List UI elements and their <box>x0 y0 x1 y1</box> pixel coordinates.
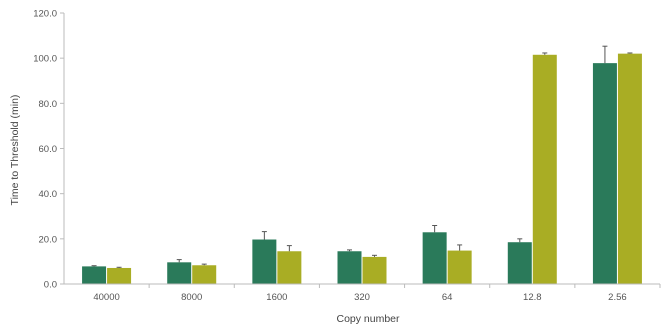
bar <box>422 232 447 284</box>
bar <box>592 63 617 285</box>
y-tick-label: 80.0 <box>39 99 58 110</box>
y-tick-label: 40.0 <box>39 189 58 200</box>
bar <box>277 251 302 284</box>
x-tick-label: 320 <box>354 292 370 303</box>
bar <box>507 242 532 284</box>
y-tick-label: 100.0 <box>33 54 57 65</box>
bar <box>447 250 472 284</box>
y-tick-label: 0.0 <box>44 280 57 291</box>
bar <box>252 239 277 284</box>
error-bars <box>91 45 633 268</box>
x-tick-label: 1600 <box>266 292 287 303</box>
bar <box>337 251 362 284</box>
bar <box>362 256 387 284</box>
bar <box>167 262 192 284</box>
bar <box>82 266 107 284</box>
y-tick-label: 120.0 <box>33 9 57 20</box>
x-tick-label: 64 <box>442 292 453 303</box>
x-tick-label: 40000 <box>93 292 119 303</box>
x-tick-label: 8000 <box>181 292 202 303</box>
y-tick-label: 60.0 <box>39 144 58 155</box>
x-tick-label: 2.56 <box>608 292 627 303</box>
bar <box>532 54 557 284</box>
y-axis-ticks: 0.0 20.0 40.0 60.0 80.0 100.0 120.0 <box>33 9 64 291</box>
bar <box>192 265 217 284</box>
x-axis-ticks: 40000 8000 1600 320 64 12.8 2.56 <box>93 284 661 303</box>
bar-series <box>82 53 642 285</box>
bar <box>107 267 132 284</box>
x-axis-title: Copy number <box>336 313 400 325</box>
y-tick-label: 20.0 <box>39 234 58 245</box>
bar <box>617 53 642 285</box>
x-tick-label: 12.8 <box>523 292 542 303</box>
y-axis-title: Time to Threshold (min) <box>9 95 21 206</box>
